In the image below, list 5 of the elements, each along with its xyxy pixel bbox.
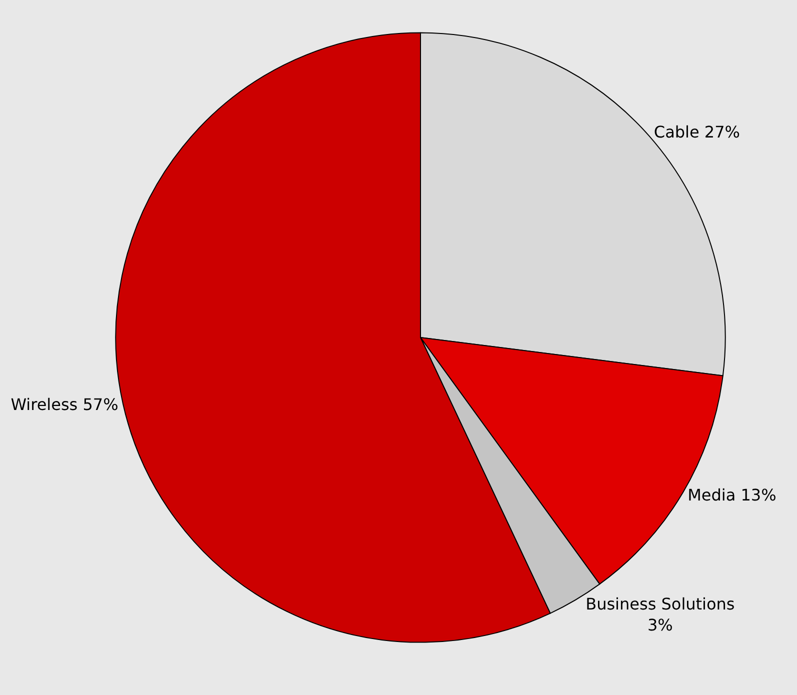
data-label: 3% [647, 616, 673, 634]
slice-label: Business Solutions [586, 594, 735, 614]
slice-label: Media 13% [688, 486, 776, 505]
slice-label: Cable 27% [654, 122, 740, 142]
slice-label: Wireless 57% [10, 394, 118, 414]
